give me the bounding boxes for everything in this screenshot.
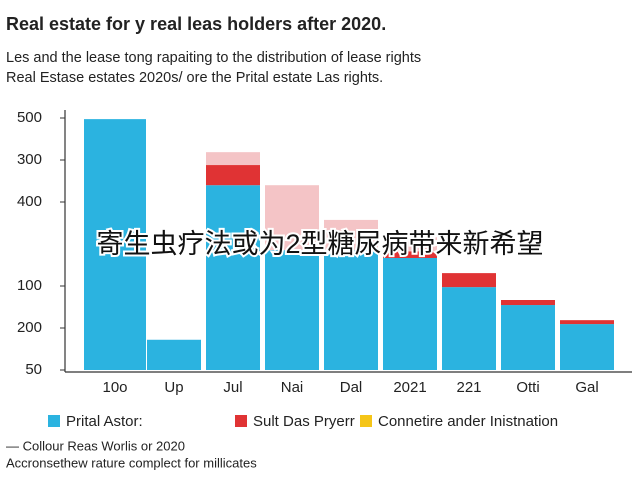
bar-segment [84,119,146,371]
x-tick-label: Jul [223,379,242,396]
y-tick-label: 400 [17,193,42,210]
legend-swatch [235,415,247,427]
x-tick-label: Up [164,379,183,396]
y-tick-label: 200 [17,319,42,336]
bar-segment [501,300,555,306]
bar-segment [383,258,437,370]
note: — Collour Reas Worlis or 2020 [6,438,185,453]
bar-segment [147,339,201,370]
subtitle: Les and the lease tong rapaiting to the … [6,50,421,66]
x-tick-label: 10o [102,379,127,396]
bar-segment [206,165,260,186]
bar-segment [206,185,260,370]
y-tick-label: 300 [17,151,42,168]
chart-title: Real estate for y real leas holders afte… [6,14,386,34]
x-tick-label: Gal [575,379,598,396]
legend-swatch [48,415,60,427]
bar-segment [206,152,260,166]
bar-segment [265,250,319,370]
legend-label: Connetire ander Inistnation [378,413,558,430]
bar-segment [383,237,437,252]
bar-segment [560,320,614,325]
bar-segment [442,273,496,288]
legend-swatch [360,415,372,427]
bar-segment [265,185,319,251]
bar-segment [560,324,614,370]
subtitle: Real Estase estates 2020s/ ore the Prita… [6,70,383,86]
x-tick-label: Nai [281,379,304,396]
bar-segment [501,305,555,370]
y-tick-label: 100 [17,277,42,294]
x-tick-label: 2021 [393,379,426,396]
overlay-caption: 寄生虫疗法或为2型糖尿病带来新希望 [96,229,543,259]
bar-segment [324,250,378,370]
x-tick-label: 221 [456,379,481,396]
y-tick-label: 500 [17,109,42,126]
x-tick-label: Dal [340,379,363,396]
bar-segment [442,287,496,370]
legend-label: Prital Astor: [66,413,143,430]
x-tick-label: Otti [516,379,539,396]
bar-segment [383,251,437,258]
legend-label: Sult Das Pryerr [253,413,355,430]
note: Accronsethew rature complect for millica… [6,455,257,470]
bar-segment [324,219,378,251]
y-tick-label: 50 [25,361,42,378]
